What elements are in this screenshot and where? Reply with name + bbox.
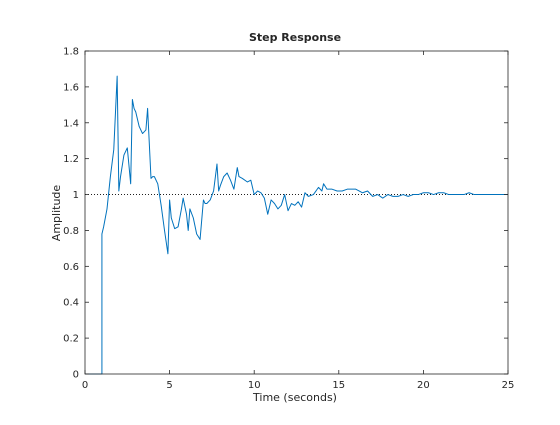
x-tick-label: 15 [332, 380, 345, 391]
x-tick-label: 25 [502, 380, 515, 391]
chart-title: Step Response [249, 31, 341, 44]
y-tick-label: 1 [73, 190, 79, 201]
y-tick-label: 1.6 [63, 82, 79, 93]
x-tick-label: 5 [166, 380, 172, 391]
y-ticks: 0 0.2 0.4 0.6 0.8 1 1.2 1.4 1.6 1.8 [63, 47, 508, 381]
step-response-line[interactable] [85, 75, 508, 375]
axes-box [84, 50, 509, 375]
x-axis-label: Time (seconds) [252, 391, 337, 404]
y-tick-label: 0.2 [63, 334, 79, 345]
y-tick-label: 0.8 [63, 226, 79, 237]
x-tick-label: 0 [82, 380, 88, 391]
series-layer [85, 75, 508, 375]
y-tick-label: 1.8 [63, 47, 79, 58]
x-tick-label: 20 [417, 380, 430, 391]
y-tick-label: 1.2 [63, 154, 79, 165]
y-axis-label: Amplitude [50, 185, 63, 242]
y-tick-label: 0.4 [63, 298, 79, 309]
axes-background[interactable] [85, 51, 508, 374]
x-tick-label: 10 [248, 380, 261, 391]
y-tick-label: 0 [73, 370, 79, 381]
y-tick-label: 1.4 [63, 118, 79, 129]
y-tick-label: 0.6 [63, 262, 79, 273]
x-ticks: 0 5 10 15 20 25 [82, 51, 515, 391]
